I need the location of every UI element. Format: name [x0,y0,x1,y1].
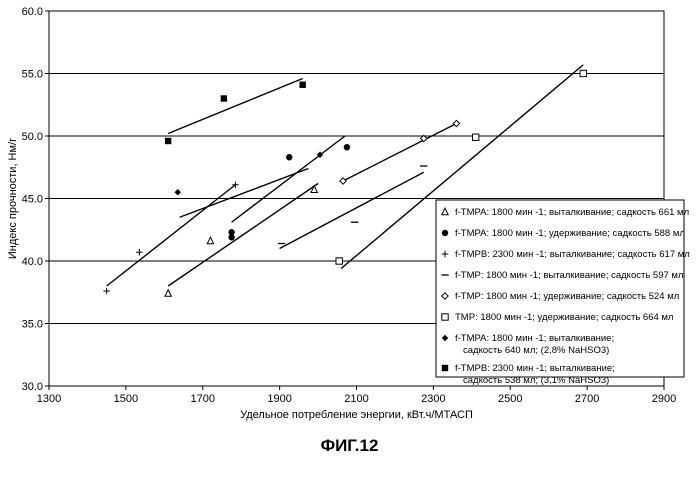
trend-line [168,79,303,134]
square-open-point [472,134,478,140]
x-tick-label: 1900 [267,393,291,405]
x-tick-label: 2900 [652,393,676,405]
x-tick-label: 1700 [191,393,215,405]
legend-label: садкость 640 мл; (2,8% NaHSO3) [463,345,609,356]
x-tick-label: 1300 [37,393,61,405]
chart: 30.0 35.0 40.0 45.0 50.0 55.0 60.0 1300 1500 1700… [0,0,699,430]
trend-line [107,185,236,286]
legend-entry: f-TMPA: 1800 мин -1; удерживание; садкос… [442,228,685,239]
square-filled-point [299,82,305,88]
diamond-filled-point [175,189,181,195]
legend-entry: f-TMPA: 1800 мин -1; выталкивание; садко… [442,207,689,218]
legend-entry: f-TMPA: 1800 мин -1; выталкивание;садкос… [442,333,614,356]
square-filled-point [221,95,227,101]
x-tick-label: 2700 [575,393,599,405]
legend-label: f-TMPA: 1800 мин -1; выталкивание; садко… [455,207,689,218]
y-tick-label: 55.0 [22,69,43,81]
legend-label: TMP: 1800 мин -1; удерживание; садкость … [455,312,673,323]
plus-point [136,249,142,255]
legend-label: f-TMPB: 2300 мин -1; выталкивание; [455,363,615,374]
circle-filled-point [228,234,234,240]
square-open-point [580,70,586,76]
figure-caption: ФИГ.12 [0,436,699,456]
x-tick-label: 2100 [344,393,368,405]
y-tick-label: 45.0 [22,194,43,206]
square-open-point [442,314,448,320]
diamond-open-point [340,178,346,184]
square-open-point [336,258,342,264]
trend-line [343,124,456,182]
legend-entry: TMP: 1800 мин -1; удерживание; садкость … [442,312,674,323]
trend-line [232,136,345,222]
circle-filled-point [286,154,292,160]
legend-entry: f-TMPB: 2300 мин -1; выталкивание;садкос… [442,363,615,386]
circle-filled-point [344,144,350,150]
x-axis-label: Удельное потребление энергии, кВт.ч/МТАС… [240,409,473,421]
plus-point [103,288,109,294]
trend-line [180,169,309,218]
legend-label: f-TMP: 1800 мин -1; удерживание; садкост… [455,291,679,302]
legend-label: f-TMPA: 1800 мин -1; удерживание; садкос… [455,228,685,239]
trend-line [280,172,424,248]
legend-entry: f-TMP: 1800 мин -1; удерживание; садкост… [442,291,679,302]
square-filled-point [165,138,171,144]
x-tick-label: 2300 [421,393,445,405]
y-tick-label: 50.0 [22,131,43,143]
legend-label: f-TMPB: 2300 мин -1; выталкивание; садко… [455,249,690,260]
y-tick-label: 40.0 [22,256,43,268]
legend-label: f-TMPA: 1800 мин -1; выталкивание; [455,333,614,344]
legend-label: садкость 538 мл; (3,1% NaHSO3) [463,375,609,386]
y-axis-label: Индекс прочности, Нм/г [7,138,19,259]
x-tick-label: 1500 [114,393,138,405]
legend-label: f-TMP: 1800 мин -1; выталкивание; садкос… [455,270,683,281]
triangle-open-point [165,290,171,297]
circle-filled-point [442,230,448,236]
legend: f-TMPA: 1800 мин -1; выталкивание; садко… [436,200,690,386]
x-tick-label: 2500 [498,393,522,405]
square-filled-point [442,365,448,371]
legend-entry: f-TMPB: 2300 мин -1; выталкивание; садко… [442,249,690,260]
legend-entry: f-TMP: 1800 мин -1; выталкивание; садкос… [441,270,683,281]
triangle-open-point [207,237,213,244]
y-tick-label: 60.0 [22,6,43,18]
diamond-open-point [453,120,459,126]
y-tick-label: 30.0 [22,381,43,393]
y-tick-label: 35.0 [22,319,43,331]
